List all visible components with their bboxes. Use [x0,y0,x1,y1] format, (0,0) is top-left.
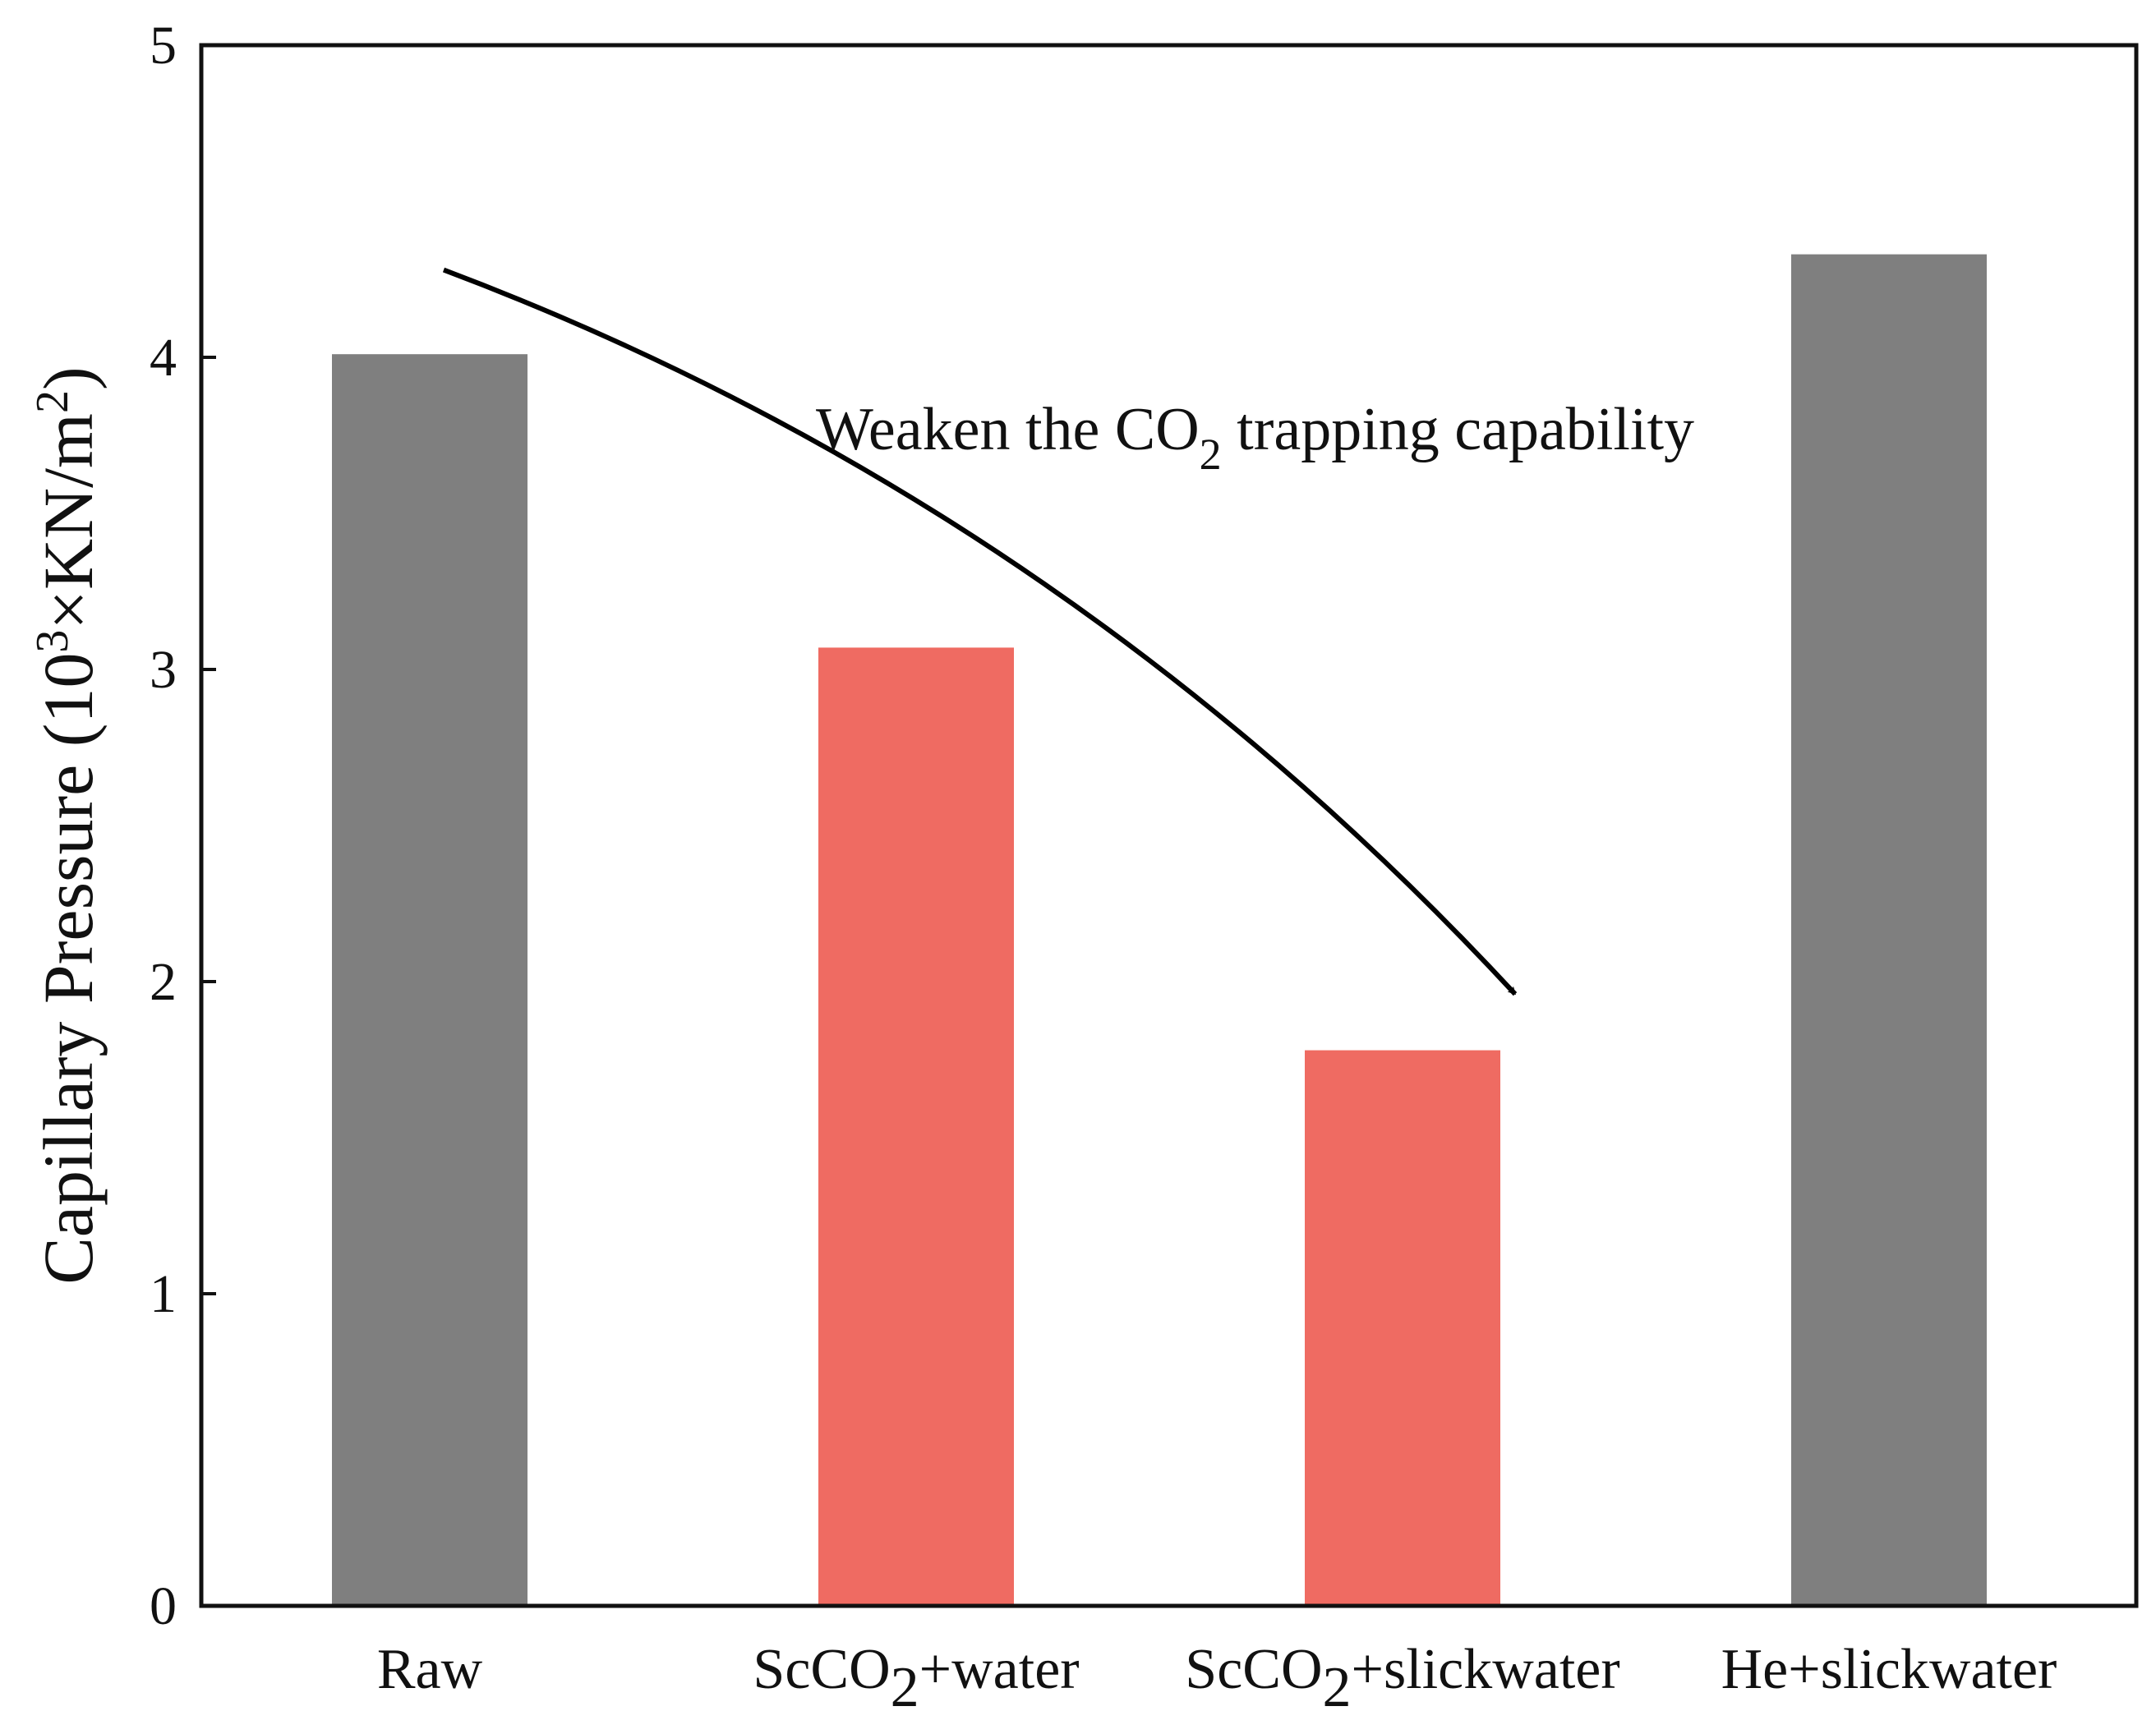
decreasing-trend-arrow [442,267,1518,996]
bar-1 [818,647,1014,1606]
x-category-label: He+slickwater [1721,1638,2057,1701]
x-category-label: ScCO2+slickwater [1185,1638,1619,1719]
plot-area-frame [199,43,2139,1608]
y-axis-title: Capillary Pressure (103×KN/m2) [27,366,108,1284]
bar-2 [1305,1050,1500,1606]
bars-group [332,254,1987,1607]
y-tick-label: 3 [150,640,177,700]
y-axis: 0 1 2 3 4 5 [150,16,216,1636]
y-tick-label: 1 [150,1264,177,1324]
bar-3 [1791,254,1987,1607]
y-tick-label: 4 [150,328,177,388]
x-category-label: Raw [377,1638,483,1701]
y-tick-label: 2 [150,952,177,1012]
y-tick-label: 0 [150,1576,177,1636]
x-axis-category-labels: Raw ScCO2+water ScCO2+slickwater He+slickwa… [377,1638,2057,1719]
x-category-label: ScCO2+water [753,1638,1079,1719]
trend-annotation: Weaken the CO2 trapping capability [816,396,1694,479]
y-tick-label: 5 [150,16,177,76]
bar-0 [332,354,527,1607]
